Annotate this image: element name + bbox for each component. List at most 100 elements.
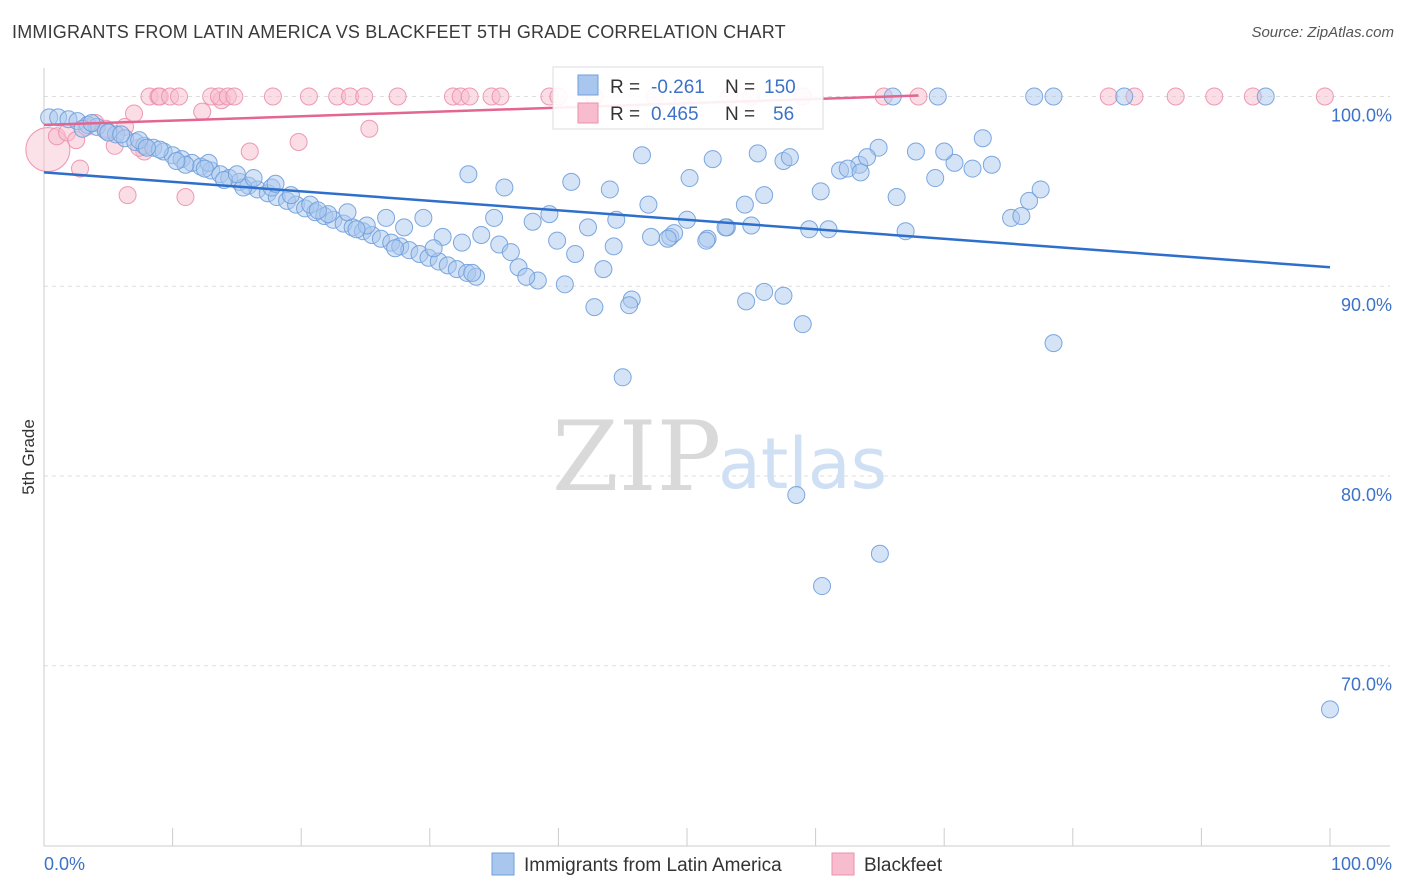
latin-america-point-105 [780,148,799,167]
stats-box: R = -0.261 N = 150 R = 0.465 N = 56 [552,66,824,130]
latin-america-point-112 [613,368,632,387]
legend-label-blackfeet: Blackfeet [864,855,943,876]
stats-swatch-pink [577,102,599,124]
latin-america-point-118 [459,165,478,184]
latin-america-point-96 [1031,180,1050,199]
latin-america-point-121 [562,172,581,191]
blackfeet-point-33 [355,87,374,106]
stats-n-value-pink: 56 [773,104,794,125]
latin-america-point-131 [1025,87,1044,106]
stats-r-value-pink: 0.465 [651,104,699,125]
latin-america-point-88 [887,188,906,207]
legend-label-latin-america: Immigrants from Latin America [524,855,782,876]
blackfeet-point-28 [225,87,244,106]
latin-america-point-113 [787,485,806,504]
blackfeet-point-29 [263,87,282,106]
latin-america-point-145 [424,239,443,258]
latin-america-point-115 [870,544,889,563]
latin-america-point-153 [735,195,754,214]
legend: Immigrants from Latin America Blackfeet [491,852,943,876]
latin-america-point-149 [578,218,597,237]
axes [43,68,1390,847]
latin-america-point-95 [1020,191,1039,210]
blackfeet-point-34 [388,87,407,106]
watermark: ZIP atlas [552,401,887,513]
latin-america-point-111 [1012,207,1031,226]
latin-america-point-77 [680,169,699,188]
stats-n-label-blue: N = [725,77,755,98]
latin-america-point-150 [620,296,639,315]
stats-swatch-blue [577,74,599,96]
y-tick-label-1: 90.0% [1341,295,1392,315]
latin-america-point-109 [935,142,954,161]
latin-america-point-59 [338,203,357,222]
latin-america-point-140 [227,165,246,184]
latin-america-point-116 [1044,334,1063,353]
legend-swatch-latin-america [491,852,515,876]
latin-america-point-146 [463,263,482,282]
stats-r-label-pink: R = [610,104,640,125]
blackfeet-point-52 [1166,87,1185,106]
blackfeet-point-55 [1315,87,1334,106]
latin-america-point-75 [641,227,660,246]
y-tick-label-0: 100.0% [1331,105,1392,125]
blackfeet-point-16 [240,142,259,161]
y-tick-label-2: 80.0% [1341,485,1392,505]
latin-america-point-83 [793,315,812,334]
latin-america-point-123 [639,195,658,214]
latin-america-point-110 [973,129,992,148]
latin-america-point-107 [858,148,877,167]
latin-america-point-92 [963,159,982,178]
latin-america-point-114 [813,577,832,596]
y-tick-label-3: 70.0% [1341,675,1392,695]
latin-america-point-54 [244,169,263,188]
x-tick-label-max: 100.0% [1331,854,1392,874]
blackfeet-point-50 [1099,87,1118,106]
latin-america-point-70 [548,231,567,250]
latin-america-point-130 [928,87,947,106]
latin-america-point-91 [945,153,964,172]
latin-america-point-65 [452,233,471,252]
chart-title: IMMIGRANTS FROM LATIN AMERICA VS BLACKFE… [12,22,786,42]
x-tick-label-min: 0.0% [44,854,85,874]
blackfeet-point-11 [118,186,137,205]
blackfeet-point-30 [299,87,318,106]
stats-n-label-pink: N = [725,104,755,125]
latin-america-point-63 [414,208,433,227]
latin-america-point-136 [112,125,131,144]
latin-america-point-99 [555,275,574,294]
latin-america-point-120 [523,212,542,231]
latin-america-point-138 [167,151,186,170]
stats-r-value-blue: -0.261 [651,77,705,98]
x-axis-ticks [43,828,1331,846]
latin-america-point-152 [697,231,716,250]
latin-america-point-144 [386,239,405,258]
latin-america-point-72 [585,298,604,317]
latin-america-point-62 [395,218,414,237]
blackfeet-point-24 [170,87,189,106]
latin-america-point-89 [906,142,925,161]
latin-america-point-151 [658,229,677,248]
latin-america-point-154 [774,286,793,305]
latin-america-point-103 [703,150,722,169]
latin-america-point-93 [982,155,1001,174]
latin-america-point-117 [1321,700,1339,719]
blackfeet-point-12 [176,188,195,207]
latin-america-point-101 [632,146,651,165]
latin-america-point-139 [195,159,214,178]
blackfeet-point-9 [125,104,144,123]
latin-america-point-122 [600,180,619,199]
source-credit: Source: ZipAtlas.com [1251,24,1394,41]
watermark-zip: ZIP [552,401,721,513]
latin-america-point-73 [604,237,623,256]
blackfeet-point-10 [71,159,90,178]
stats-n-value-blue: 150 [764,77,796,98]
latin-america-point-119 [495,178,514,197]
latin-america-point-137 [137,138,156,157]
y-axis-tick-labels: 100.0% 90.0% 80.0% 70.0% [1331,105,1392,694]
latin-america-point-81 [755,282,774,301]
blackfeet-point-37 [460,87,479,106]
latin-america-point-147 [501,243,520,262]
latin-america-point-155 [851,163,870,182]
